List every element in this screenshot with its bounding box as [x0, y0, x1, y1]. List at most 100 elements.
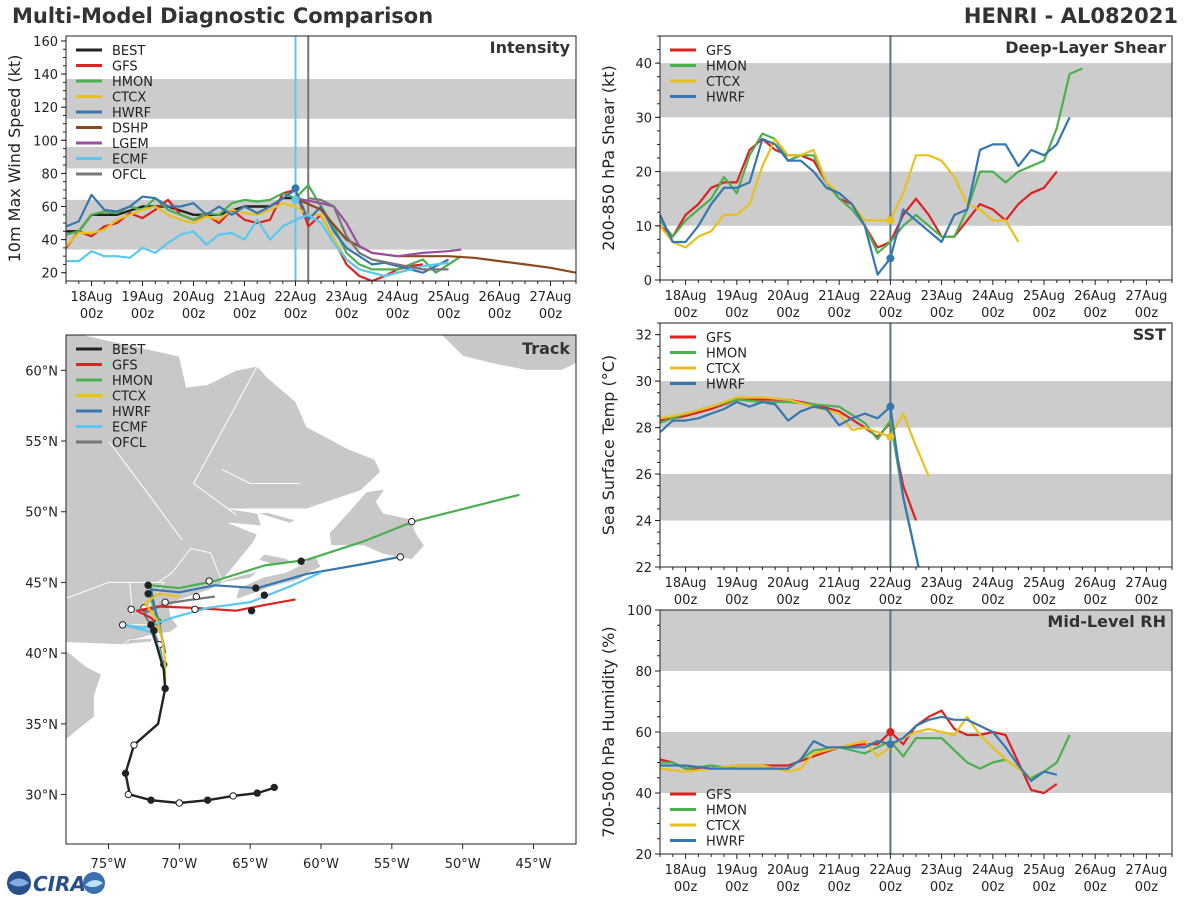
track-xtick-label: 75°W	[91, 857, 127, 872]
shear-xtick-hour: 00z	[776, 306, 800, 321]
track-xtick-label: 55°W	[374, 857, 410, 872]
intensity-xtick-day: 26Aug	[479, 290, 521, 305]
intensity-xtick-hour: 00z	[386, 307, 410, 322]
land-north-america	[66, 335, 381, 741]
rh-xtick-day: 18Aug	[665, 863, 707, 878]
rh-xtick-day: 25Aug	[1023, 863, 1065, 878]
intensity-ytick-label: 40	[41, 234, 58, 249]
rh-xtick-hour: 00z	[776, 880, 800, 895]
intensity-marker	[291, 195, 300, 204]
intensity-legend-label: HMON	[112, 75, 153, 90]
shear-legend-label: HWRF	[706, 91, 745, 106]
shear-xtick-day: 23Aug	[921, 289, 963, 304]
shear-xtick-day: 21Aug	[818, 289, 860, 304]
rh-ylabel: 700-500 hPa Humidity (%)	[599, 626, 618, 837]
rh-xtick-hour: 00z	[1135, 880, 1159, 895]
sst-xtick-day: 24Aug	[972, 576, 1014, 591]
intensity-xtick-day: 22Aug	[275, 290, 317, 305]
track-point	[203, 796, 212, 804]
track-point	[253, 789, 261, 797]
land-layer	[66, 335, 576, 741]
sst-legend-label: HMON	[706, 347, 747, 362]
intensity-ytick-label: 120	[33, 101, 58, 116]
rh-ytick-label: 80	[635, 665, 652, 680]
sst-frame	[659, 322, 1173, 568]
track-hmon	[149, 493, 520, 654]
track-point	[270, 783, 278, 792]
intensity-xtick-hour: 00z	[131, 307, 155, 322]
intensity-xtick-hour: 00z	[437, 307, 461, 322]
rh-ytick-label: 100	[627, 604, 652, 619]
shear-frame	[659, 35, 1173, 281]
track-frame	[65, 334, 577, 845]
shear-xtick-hour: 00z	[828, 306, 852, 321]
sst-ytick-label: 28	[635, 422, 652, 437]
shear-xtick-day: 20Aug	[767, 289, 809, 304]
track-ytick-label: 55°N	[25, 435, 58, 450]
sst-ytick-label: 22	[635, 561, 652, 576]
track-xtick-label: 50°W	[445, 857, 481, 872]
track-point	[147, 796, 155, 804]
intensity-xtick-day: 27Aug	[530, 290, 572, 305]
intensity-ytick-label: 100	[33, 134, 58, 149]
track-point	[205, 577, 213, 585]
track-point	[144, 590, 152, 598]
rh-xtick-hour: 00z	[725, 880, 749, 895]
track-ytick-label: 60°N	[25, 364, 58, 379]
intensity-ytick-label: 60	[41, 201, 58, 216]
shear-xtick-day: 27Aug	[1125, 289, 1167, 304]
land-greenland	[440, 335, 576, 371]
rh-xtick-hour: 00z	[930, 880, 954, 895]
track-point	[130, 741, 138, 749]
land-border	[108, 440, 183, 541]
rh-xtick-hour: 00z	[674, 880, 698, 895]
intensity-legend-label: CTCX	[112, 91, 146, 106]
track-ytick-label: 45°N	[25, 576, 58, 591]
shear-xtick-hour: 00z	[1032, 306, 1056, 321]
intensity-series-group	[66, 183, 576, 281]
sst-xtick-day: 21Aug	[818, 576, 860, 591]
land-border	[210, 552, 223, 582]
shear-legend-label: GFS	[706, 44, 732, 59]
logo-text: CIRA	[33, 872, 86, 896]
shear-band-1	[660, 63, 1172, 118]
track-legend-label: HMON	[112, 374, 153, 389]
sst-title: SST	[1133, 325, 1166, 344]
intensity-series-lgem	[295, 197, 462, 258]
intensity-xtick-hour: 00z	[284, 307, 308, 322]
sst-xtick-hour: 00z	[725, 593, 749, 608]
intensity-xtick-hour: 00z	[539, 307, 563, 322]
intensity-xtick-day: 24Aug	[377, 290, 419, 305]
sst-xtick-day: 25Aug	[1023, 576, 1065, 591]
sst-series-group	[660, 396, 930, 567]
sst-legend-label: CTCX	[706, 362, 740, 377]
track-point	[396, 553, 405, 561]
shear-xtick-hour: 00z	[981, 306, 1005, 321]
land-border	[221, 468, 300, 484]
sst-xtick-hour: 00z	[776, 593, 800, 608]
rh-panel: 20 40 60 80 100 18Aug 00z 19Aug 00z 20Aug 00z 21Aug…	[599, 604, 1173, 895]
sst-marker	[886, 432, 895, 441]
track-point	[147, 621, 155, 629]
rh-marker	[886, 728, 895, 736]
cira-logo: CIRA	[6, 870, 106, 896]
shear-xtick-day: 18Aug	[665, 289, 707, 304]
intensity-series-hmon	[66, 183, 462, 274]
intensity-xtick-day: 18Aug	[71, 290, 113, 305]
track-ytick-label: 50°N	[25, 506, 58, 521]
rh-band-0	[660, 732, 1172, 793]
land-pei	[258, 553, 294, 565]
track-best	[124, 624, 277, 805]
sst-ytick-label: 32	[635, 329, 652, 344]
shear-xtick-hour: 00z	[674, 306, 698, 321]
rh-xtick-day: 20Aug	[767, 863, 809, 878]
land-newfoundland	[329, 488, 425, 561]
track-xtick-label: 45°W	[516, 857, 552, 872]
shear-xtick-day: 24Aug	[972, 289, 1014, 304]
sst-xtick-day: 27Aug	[1125, 576, 1167, 591]
rh-xtick-hour: 00z	[981, 880, 1005, 895]
track-legend-label: GFS	[112, 359, 138, 374]
intensity-legend-label: DSHP	[112, 122, 148, 137]
shear-xtick-hour: 00z	[725, 306, 749, 321]
shear-xtick-hour: 00z	[930, 306, 954, 321]
